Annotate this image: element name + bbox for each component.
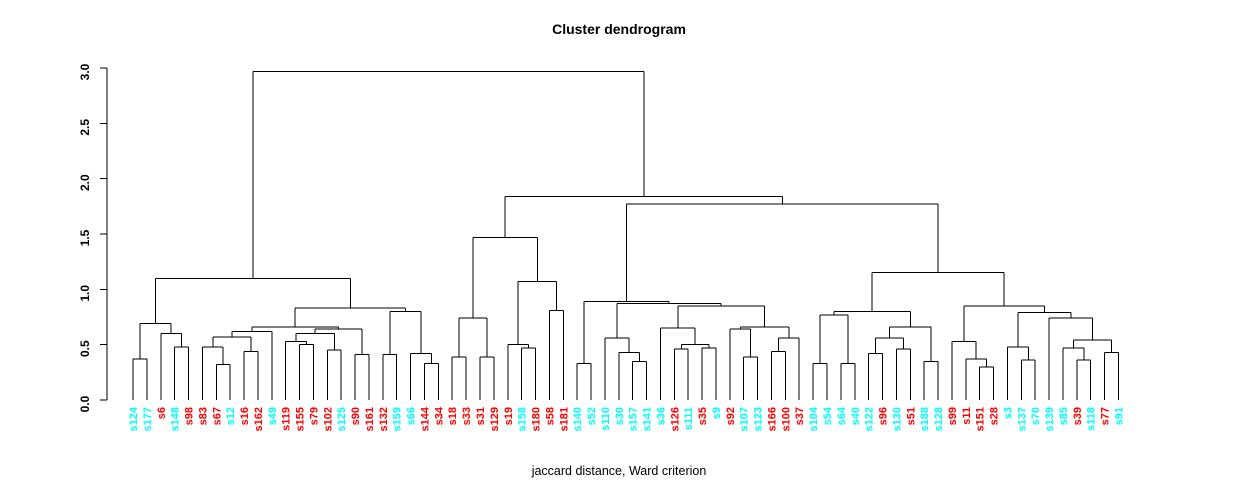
leaf-label: s151 [975,407,987,431]
leaf-label: s122 [864,407,876,431]
leaf-label: s166 [766,407,778,431]
leaf-label: s35 [697,407,709,425]
leaf-label: s98 [184,407,196,425]
y-axis-tick-label: 0.0 [78,395,92,412]
leaf-label: s140 [572,407,584,431]
y-axis-tick-label: 1.0 [78,285,92,302]
leaf-label: s123 [753,407,765,431]
y-axis-tick-label: 0.5 [78,340,92,357]
leaf-label: s19 [503,407,515,425]
leaf-label: s30 [614,407,626,425]
leaf-label: s162 [253,407,265,431]
leaf-label: s104 [808,406,820,431]
leaf-label: s91 [1113,407,1125,425]
leaf-label: s99 [947,407,959,425]
leaf-label: s158 [517,407,529,431]
leaf-label: s33 [461,407,473,425]
leaf-label: s37 [794,407,806,425]
leaf-label: s9 [711,407,723,419]
leaf-label: s77 [1100,407,1112,425]
leaf-label: s18 [447,407,459,425]
leaf-label: s181 [558,407,570,431]
leaf-label: s3 [1002,407,1014,419]
leaf-label: s139 [1044,407,1056,431]
leaf-label: s157 [628,407,640,431]
leaf-label: s70 [1030,407,1042,425]
leaf-label: s52 [586,407,598,425]
leaf-label: s11 [961,407,973,425]
y-axis-tick-label: 3.0 [78,63,92,80]
y-axis-tick-label: 1.5 [78,229,92,246]
leaf-label: s96 [878,407,890,425]
leaf-label: s110 [600,407,612,431]
leaf-label: s39 [1072,407,1084,425]
leaf-label: s58 [544,407,556,425]
leaf-label: s129 [489,407,501,431]
leaf-label: s6 [156,407,168,419]
leaf-label: s83 [197,407,209,425]
leaf-label: s130 [891,407,903,431]
x-axis-caption: jaccard distance, Ward criterion [531,464,707,478]
leaf-label: s128 [933,407,945,431]
leaf-label: s79 [308,407,320,425]
leaf-label: s67 [211,407,223,425]
leaf-label: s34 [433,406,445,425]
leaf-label: s159 [392,407,404,431]
leaf-label: s40 [850,407,862,425]
leaf-label: s125 [336,407,348,431]
leaf-label: s90 [350,407,362,425]
leaf-label: s118 [1086,407,1098,431]
leaf-label: s31 [475,407,487,425]
leaf-label: s16 [239,407,251,425]
leaf-label: s102 [322,407,334,431]
leaf-label: s177 [142,407,154,431]
leaf-label: s124 [128,406,140,431]
leaf-label: s85 [1058,407,1070,425]
y-axis-tick-label: 2.5 [78,119,92,136]
leaf-label: s111 [683,407,695,430]
leaf-label: s144 [419,406,431,431]
leaf-label: s66 [406,407,418,425]
leaf-label: s92 [725,407,737,425]
leaf-label: s12 [225,407,237,425]
leaf-label: s28 [989,407,1001,425]
leaf-label: s180 [531,407,543,431]
leaf-label: s100 [780,407,792,431]
leaf-label: s132 [378,407,390,431]
leaf-label: s107 [739,407,751,431]
leaf-label: s148 [170,407,182,431]
leaf-label: s36 [655,407,667,425]
leaf-label: s51 [905,407,917,425]
leaf-label: s119 [281,407,293,431]
y-axis-tick-label: 2.0 [78,174,92,191]
leaf-label: s126 [669,407,681,431]
leaf-label: s188 [919,407,931,431]
leaf-label: s141 [642,407,654,431]
leaf-label: s137 [1016,407,1028,431]
leaf-label: s54 [822,406,834,425]
leaf-label: s49 [267,407,279,425]
leaf-label: s64 [836,406,848,425]
chart-title: Cluster dendrogram [552,21,686,37]
leaf-label: s161 [364,407,376,431]
leaf-label: s155 [295,407,307,431]
